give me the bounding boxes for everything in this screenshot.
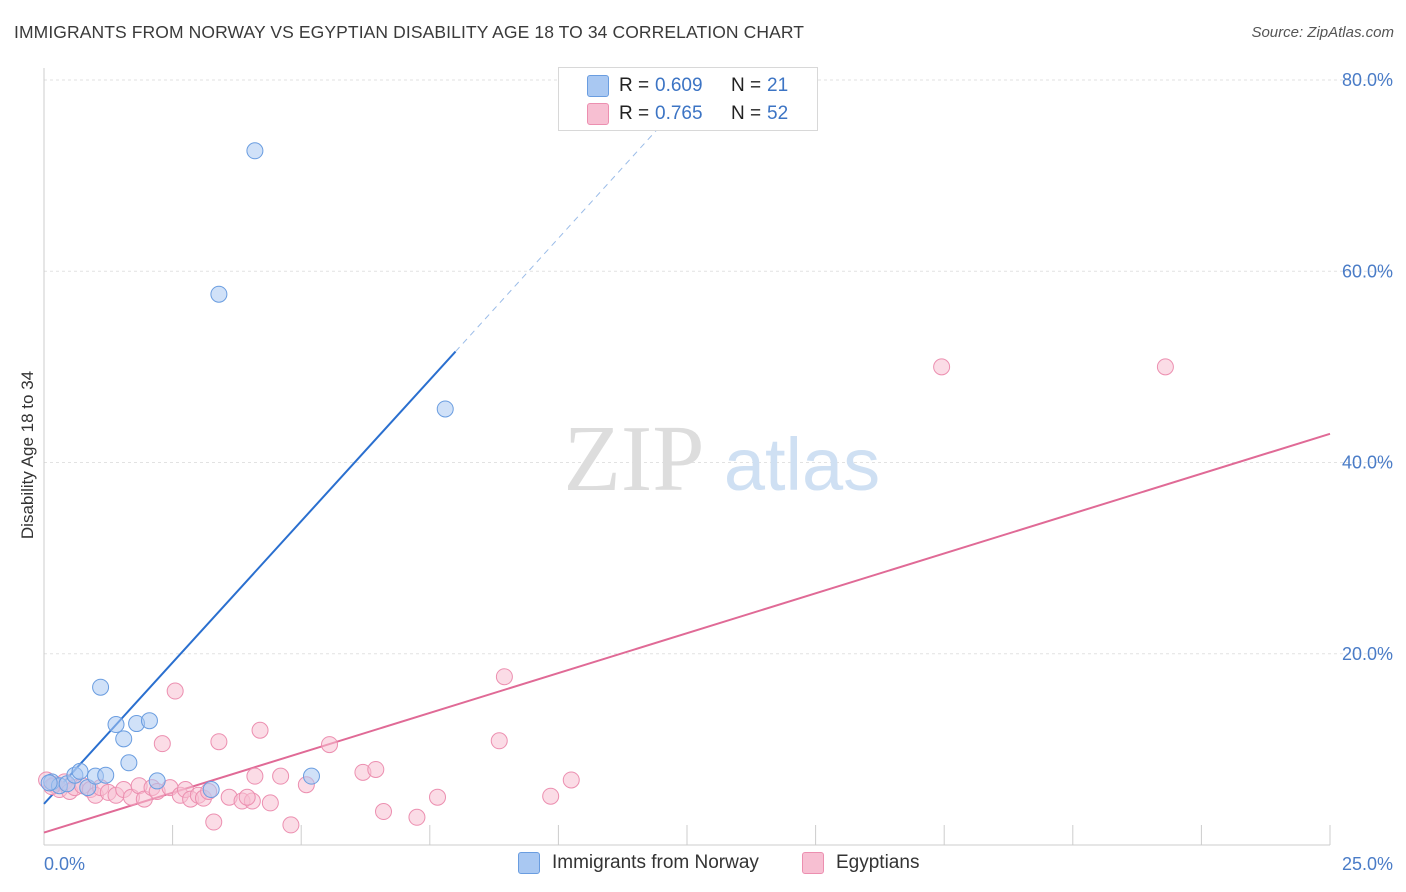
egypt-point (251, 721, 269, 739)
source-credit: Source: ZipAtlas.com (1251, 24, 1394, 41)
egypt-point (272, 767, 290, 785)
norway-point (246, 142, 264, 160)
n-label: N = (731, 75, 762, 96)
norway-point (40, 774, 58, 792)
egypt-point (429, 788, 447, 806)
norway-swatch (518, 852, 540, 874)
egypt-point (375, 803, 393, 821)
egypt-trend-line (43, 432, 1331, 834)
y-tick-label: 40.0% (1342, 453, 1393, 473)
egypt-point (205, 813, 223, 831)
legend-label: Immigrants from Norway (552, 852, 759, 873)
norway-point (436, 400, 454, 418)
egypt-point (261, 794, 279, 812)
egypt-point (282, 816, 300, 834)
n-value: 21 (767, 75, 789, 96)
grid-lines (44, 79, 1392, 655)
stats-legend: R = 0.609 N = 21 R = 0.765 N = 52 (558, 67, 818, 131)
axes (43, 68, 1331, 846)
r-label: R = (619, 103, 650, 124)
egypt-point (166, 682, 184, 700)
y-tick-label: 80.0% (1342, 70, 1393, 90)
r-label: R = (619, 75, 650, 96)
egypt-point (542, 787, 560, 805)
egypt-point (490, 732, 508, 750)
egypt-point (367, 760, 385, 778)
egypt-point (320, 736, 338, 754)
legend-item-norway[interactable]: Immigrants from Norway (518, 852, 759, 874)
egypt-point (408, 808, 426, 826)
y-tick-label: 60.0% (1342, 261, 1393, 281)
legend-row-norway: R = 0.609 N = 21 (559, 71, 788, 101)
egypt-point (562, 771, 580, 789)
norway-point (202, 781, 220, 799)
watermark-atlas: atlas (724, 423, 880, 506)
n-label: N = (731, 103, 762, 124)
series-legend: Immigrants from Norway Egyptians (0, 852, 1406, 878)
egypt-point (1156, 358, 1174, 376)
norway-point (115, 730, 133, 748)
y-tick-label: 20.0% (1342, 644, 1393, 664)
watermark: ZIP atlas (564, 407, 881, 511)
legend-item-egypt[interactable]: Egyptians (802, 852, 919, 874)
tick-labels: 20.0% 40.0% 60.0% 80.0% 0.0% 25.0% (44, 70, 1393, 874)
norway-point (107, 716, 125, 734)
norway-point (140, 712, 158, 730)
norway-point (210, 285, 228, 303)
egypt-swatch (587, 103, 609, 125)
chart-title: IMMIGRANTS FROM NORWAY VS EGYPTIAN DISAB… (14, 22, 805, 42)
watermark-zip: ZIP (564, 407, 705, 511)
norway-trend-extension (455, 124, 662, 352)
norway-point (97, 766, 115, 784)
norway-point (302, 767, 320, 785)
x-tick-label: 25.0% (1342, 854, 1393, 874)
norway-swatch (587, 75, 609, 97)
r-value: 0.765 (655, 103, 703, 124)
norway-point (148, 772, 166, 790)
egypt-point (210, 733, 228, 751)
norway-point (120, 754, 138, 772)
egypt-point (933, 358, 951, 376)
norway-point (71, 762, 89, 780)
n-value: 52 (767, 103, 789, 124)
data-points (38, 142, 1174, 834)
legend-row-egypt: R = 0.765 N = 52 (559, 99, 788, 129)
egypt-point (238, 788, 256, 806)
r-value: 0.609 (655, 75, 703, 96)
norway-trend-line (43, 350, 457, 805)
egypt-point (246, 767, 264, 785)
egypt-point (153, 735, 171, 753)
egypt-point (495, 668, 513, 686)
x-tick-label: 0.0% (44, 854, 85, 874)
egypt-swatch (802, 852, 824, 874)
norway-point (92, 678, 110, 696)
legend-label: Egyptians (836, 852, 920, 873)
